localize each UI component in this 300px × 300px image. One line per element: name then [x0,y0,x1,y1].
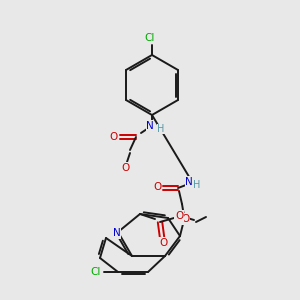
Text: N: N [146,121,154,131]
Text: O: O [110,132,118,142]
Text: O: O [153,182,161,192]
Text: H: H [193,180,201,190]
Text: H: H [157,124,165,134]
Text: O: O [159,238,167,248]
Text: Cl: Cl [145,33,155,43]
Text: O: O [181,214,189,224]
Text: O: O [121,163,129,173]
Text: N: N [185,177,193,187]
Text: Cl: Cl [91,267,101,277]
Text: O: O [175,211,183,221]
Text: N: N [113,228,121,238]
